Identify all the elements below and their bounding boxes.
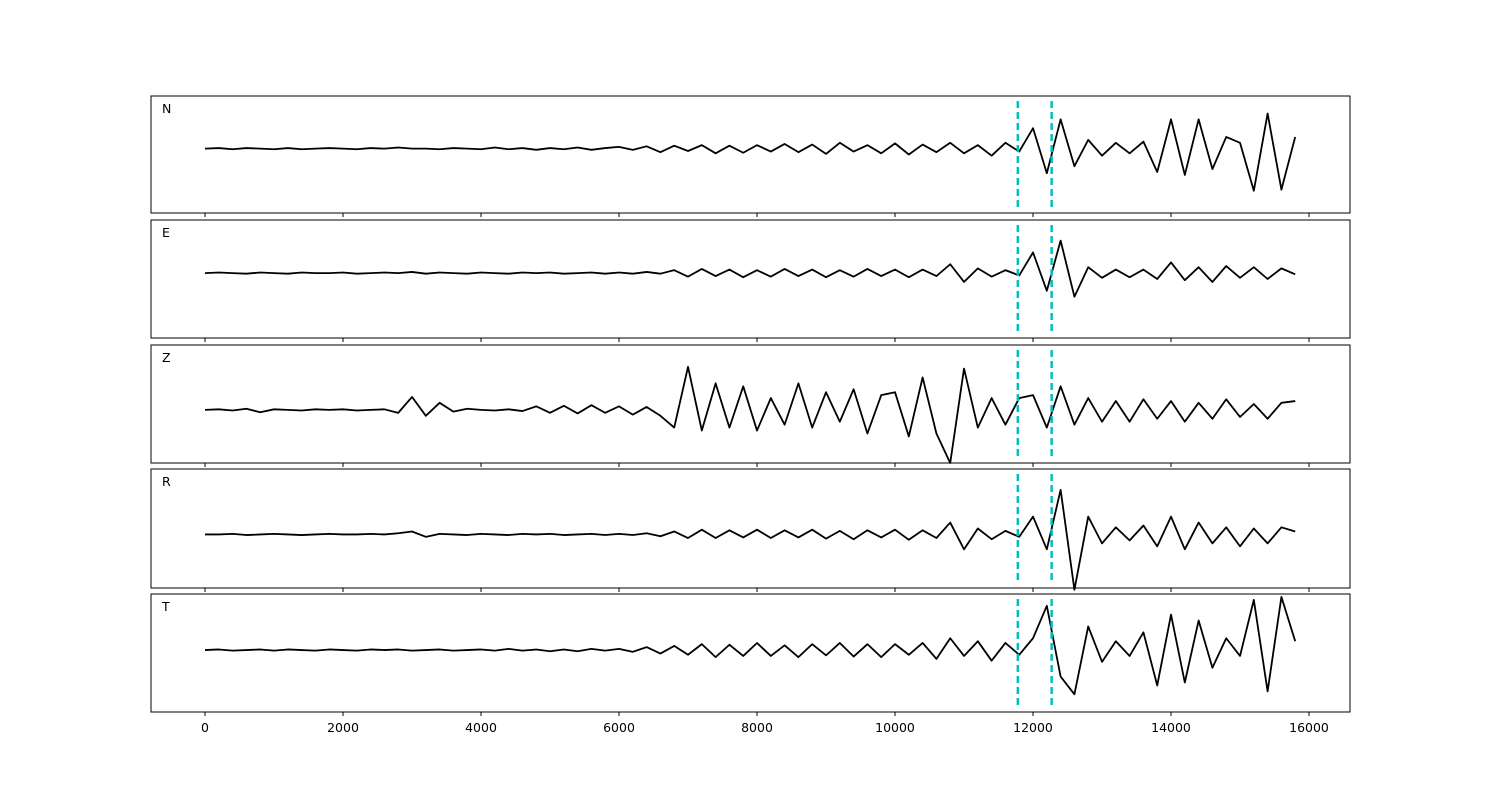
panel-frame [150, 344, 1351, 464]
panel-frame [150, 593, 1351, 713]
channel-label: N [162, 101, 171, 116]
x-tick-label: 6000 [603, 720, 635, 735]
panel-frame [150, 219, 1351, 339]
x-tick-label: 4000 [465, 720, 497, 735]
channel-label: T [161, 599, 170, 614]
panel-frame [150, 468, 1351, 589]
x-tick-label: 14000 [1151, 720, 1191, 735]
channel-label: Z [162, 350, 171, 365]
trace [205, 488, 1296, 591]
trace [204, 239, 1296, 298]
trace [204, 365, 1296, 464]
x-tick-label: 16000 [1289, 720, 1329, 735]
panel-frame [150, 95, 1351, 214]
x-tick-label: 10000 [875, 720, 915, 735]
x-tick-label: 12000 [1013, 720, 1053, 735]
channel-label: E [162, 225, 170, 240]
x-tick-label: 0 [201, 720, 209, 735]
channel-label: R [162, 474, 171, 489]
trace [204, 112, 1297, 192]
trace [204, 596, 1297, 696]
x-tick-label: 2000 [327, 720, 359, 735]
x-tick-label: 8000 [741, 720, 773, 735]
